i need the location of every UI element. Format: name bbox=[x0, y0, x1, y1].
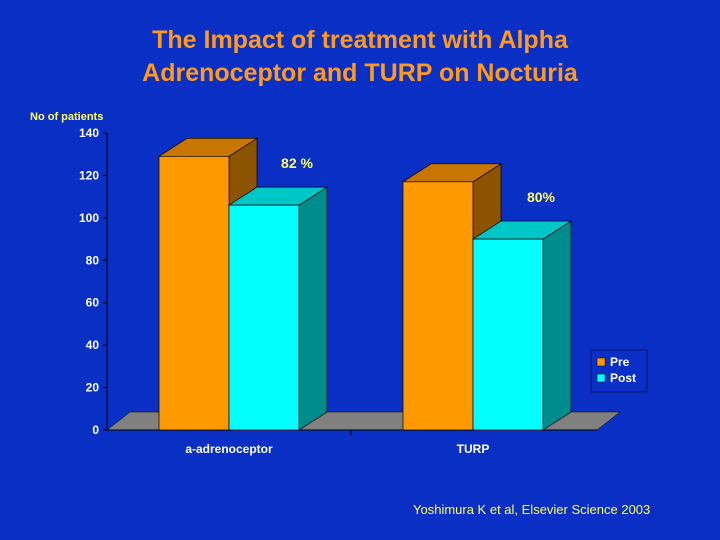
bar-pre-1 bbox=[158, 155, 230, 431]
bar-side-post-1 bbox=[298, 186, 328, 431]
y-tick-label: 0 bbox=[92, 423, 99, 437]
y-tick-label: 100 bbox=[79, 211, 99, 225]
y-tick-label: 60 bbox=[86, 296, 100, 310]
bar-post-1 bbox=[228, 204, 300, 431]
y-tick-label: 120 bbox=[79, 168, 99, 182]
title-line-1: The Impact of treatment with Alpha bbox=[152, 26, 568, 54]
y-tick-label: 140 bbox=[79, 126, 99, 140]
x-category-label: TURP bbox=[457, 442, 490, 456]
title-line-2: Adrenoceptor and TURP on Nocturia bbox=[142, 59, 578, 87]
bar-side-post-2 bbox=[542, 220, 572, 431]
legend-box bbox=[590, 349, 648, 393]
y-tick-label: 40 bbox=[86, 338, 100, 352]
slide-title: The Impact of treatment with Alpha Adren… bbox=[0, 24, 720, 90]
source-citation: Yoshimura K et al, Elsevier Science 2003 bbox=[413, 502, 651, 517]
y-tick-label: 20 bbox=[86, 381, 100, 395]
x-category-label: a-adrenoceptor bbox=[185, 442, 273, 456]
legend-label-post: Post bbox=[610, 371, 636, 385]
legend-label-pre: Pre bbox=[610, 355, 630, 369]
percent-annotation: 82 % bbox=[281, 155, 313, 171]
y-tick-label: 80 bbox=[86, 253, 100, 267]
percent-annotation: 80% bbox=[527, 189, 556, 205]
bar-post-2 bbox=[472, 238, 544, 431]
y-axis-label: No of patients bbox=[30, 111, 103, 123]
legend-swatch-post bbox=[596, 373, 606, 383]
legend-swatch-pre bbox=[596, 357, 606, 367]
bar-pre-2 bbox=[402, 181, 474, 431]
